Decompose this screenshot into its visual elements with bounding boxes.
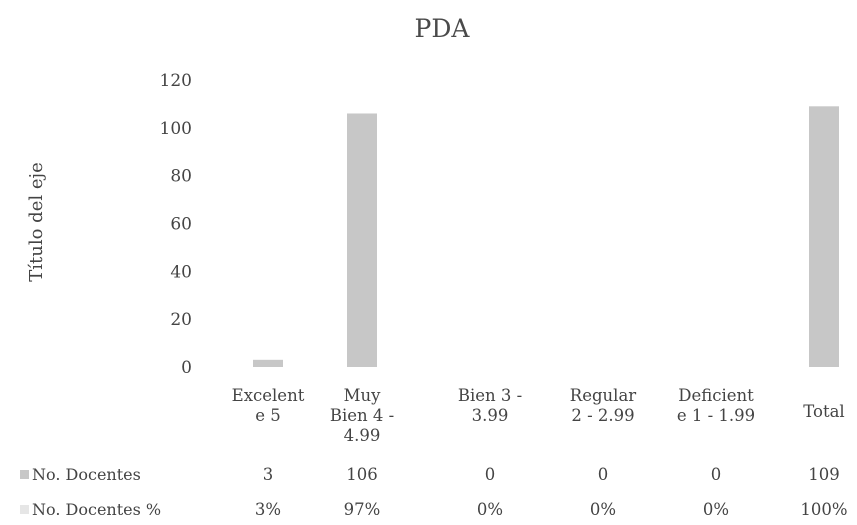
y-tick-label: 20: [170, 310, 192, 330]
x-tick-label: Muy Bien 4 -4.99: [307, 386, 417, 446]
data-table-cell: 0%: [702, 500, 730, 519]
x-tick-label-line: Bien 4 -: [329, 406, 395, 425]
data-table-cell: 100%: [800, 500, 848, 519]
x-tick-label-line: e 1 - 1.99: [676, 406, 756, 425]
x-tick-label: Bien 3 -3.99: [435, 386, 545, 426]
x-tick-label-line: Deficient: [678, 386, 754, 405]
y-axis-ticks: 0 20 40 60 80 100 120: [160, 71, 192, 378]
data-table-cell: 109: [808, 465, 840, 484]
data-table-cell: 0%: [589, 500, 617, 519]
y-tick-label: 0: [181, 358, 192, 378]
legend-label: No. Docentes %: [32, 500, 162, 519]
bar: [809, 106, 839, 367]
legend-entry: No. Docentes: [20, 465, 141, 484]
bar: [253, 359, 283, 367]
bar: [347, 113, 377, 367]
chart-title: PDA: [414, 14, 470, 43]
legend-swatch: [20, 470, 29, 479]
x-tick-label: Deficient e 1 - 1.99: [661, 386, 771, 426]
y-tick-label: 120: [160, 71, 192, 91]
legend-label: No. Docentes: [32, 465, 141, 484]
data-table-row: No. Docentes 3 106 0 0 0 109: [0, 465, 857, 489]
y-tick-label: 80: [170, 167, 192, 187]
x-tick-label: Total: [769, 402, 857, 422]
data-table-row: No. Docentes % 3% 97% 0% 0% 0% 100%: [0, 500, 857, 524]
y-tick-label: 40: [170, 262, 192, 282]
x-tick-label-line: e 5: [255, 406, 281, 425]
x-tick-label-line: Excelent: [231, 386, 305, 405]
y-tick-label: 100: [160, 119, 192, 139]
x-tick-label-line: Regular: [569, 386, 637, 405]
x-tick-label-line: 4.99: [343, 426, 381, 445]
x-tick-label-line: 3.99: [471, 406, 509, 425]
data-table-cell: 106: [346, 465, 378, 484]
x-tick-label-line: Bien 3 -: [457, 386, 523, 405]
x-tick-label: Regular 2 - 2.99: [548, 386, 658, 426]
data-table-cell: 3%: [254, 500, 282, 519]
data-table-cell: 0%: [476, 500, 504, 519]
x-tick-label-line: Muy: [343, 386, 381, 405]
y-axis-title: Título del eje: [26, 162, 47, 281]
x-tick-label-line: Total: [803, 402, 845, 421]
bars-group: [253, 106, 839, 367]
data-table-cell: 3: [262, 465, 274, 484]
data-table-cell: 97%: [343, 500, 381, 519]
y-tick-label: 60: [170, 215, 192, 235]
data-table-cell: 0: [710, 465, 722, 484]
x-tick-label: Excelent e 5: [213, 386, 323, 426]
data-table-cell: 0: [597, 465, 609, 484]
data-table-cell: 0: [484, 465, 496, 484]
x-tick-label-line: 2 - 2.99: [571, 406, 635, 425]
legend-entry: No. Docentes %: [20, 500, 161, 519]
legend-swatch: [20, 505, 29, 514]
